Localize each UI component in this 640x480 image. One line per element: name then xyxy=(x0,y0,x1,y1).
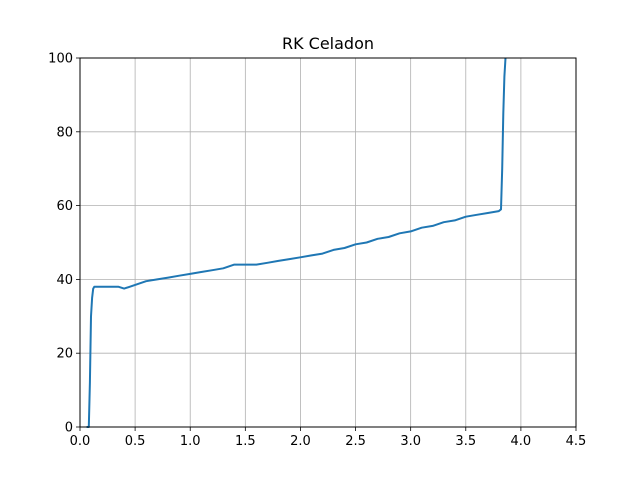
series-layer xyxy=(86,57,507,428)
y-tick-label: 40 xyxy=(56,273,73,288)
plot-frame xyxy=(79,57,577,428)
y-tick-label: 60 xyxy=(56,199,73,214)
y-tick-label: 80 xyxy=(56,125,73,140)
x-tick-label: 1.0 xyxy=(180,434,201,449)
y-tick-label: 0 xyxy=(65,421,73,436)
x-tick-label: 2.5 xyxy=(345,434,366,449)
y-axis: 0 20 40 60 80 100 xyxy=(48,52,80,436)
x-tick-label: 3.0 xyxy=(400,434,421,449)
x-tick-label: 4.5 xyxy=(566,434,587,449)
y-tick-label: 100 xyxy=(48,52,73,67)
chart-title: RK Celadon xyxy=(282,34,374,53)
x-tick-label: 2.0 xyxy=(290,434,311,449)
x-tick-label: 4.0 xyxy=(511,434,532,449)
series-line xyxy=(86,57,507,428)
x-tick-label: 0.5 xyxy=(125,434,146,449)
x-tick-label: 1.5 xyxy=(235,434,256,449)
y-tick-label: 20 xyxy=(56,347,73,362)
grid-lines xyxy=(79,57,577,428)
x-axis: 0.0 0.5 1.0 1.5 2.0 2.5 3.0 3.5 4.0 4.5 xyxy=(70,427,587,449)
x-tick-label: 0.0 xyxy=(70,434,91,449)
x-tick-label: 3.5 xyxy=(455,434,476,449)
